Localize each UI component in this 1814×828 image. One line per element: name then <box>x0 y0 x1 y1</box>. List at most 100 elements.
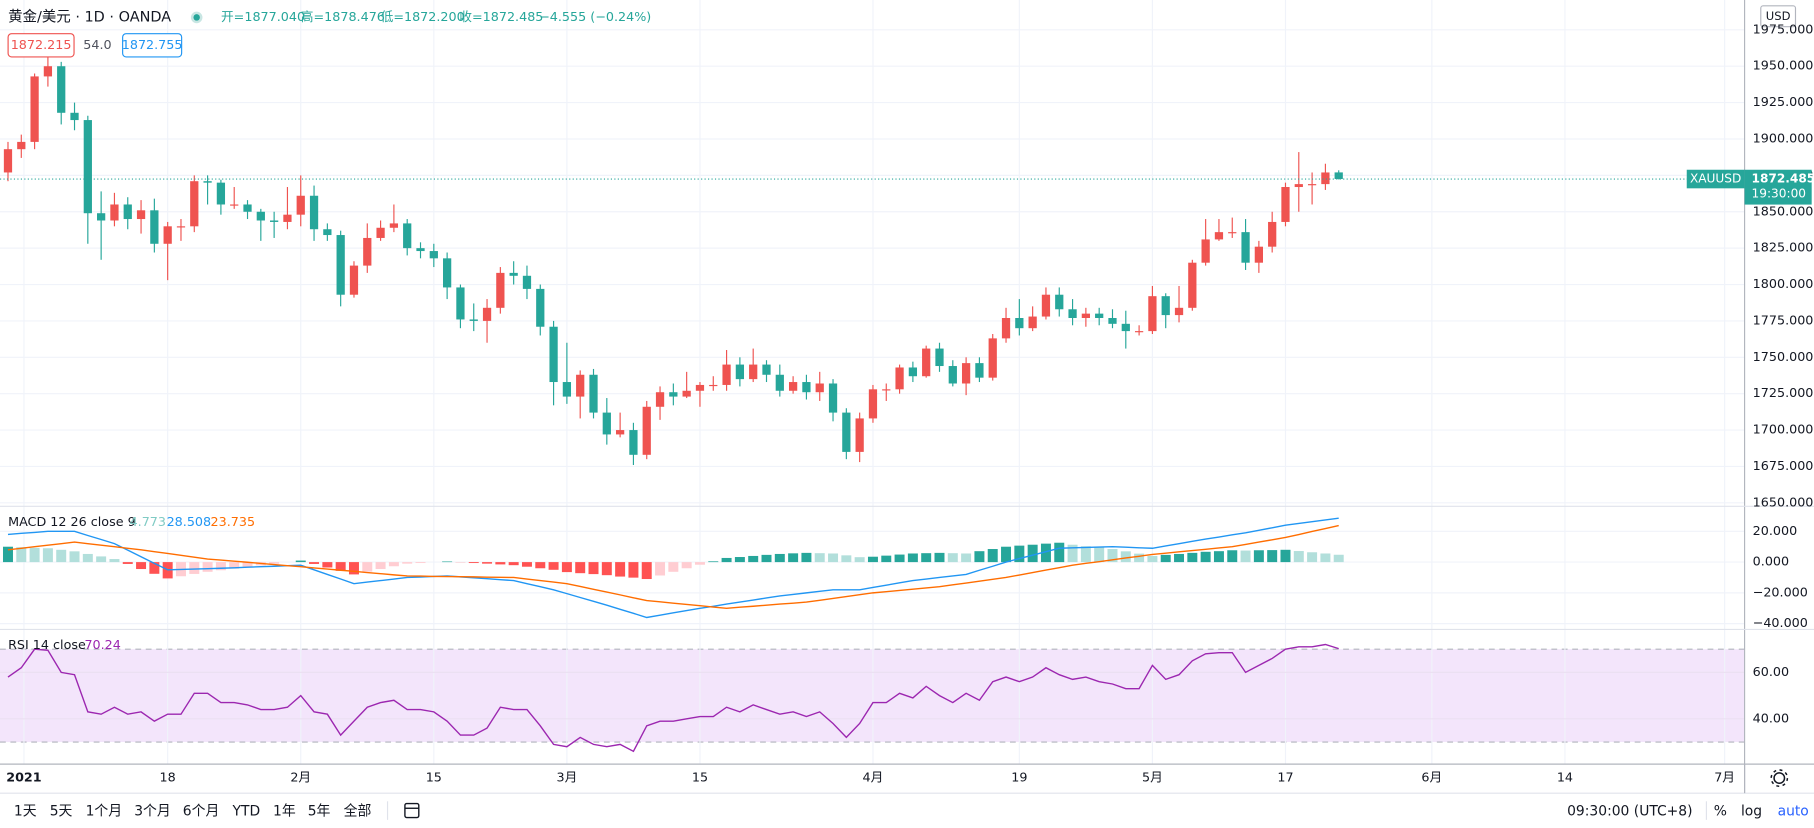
candle-body <box>442 258 452 288</box>
y-tick-label: 1775.000 <box>1753 313 1814 328</box>
candle-body <box>908 367 918 377</box>
timezone[interactable]: 09:30:00 (UTC+8) <box>1567 804 1692 820</box>
candle-body <box>429 251 438 259</box>
range-button[interactable]: 5年 <box>308 804 331 820</box>
buy-price[interactable]: 1872.755 <box>122 38 183 53</box>
macd-histogram-bar <box>242 562 253 568</box>
macd-histogram-bar <box>122 562 133 564</box>
rsi-band <box>0 649 1745 743</box>
candle-body <box>416 248 425 252</box>
y-tick-label: 1800.000 <box>1753 277 1814 292</box>
x-tick-label: 17 <box>1277 771 1293 786</box>
candle-body <box>190 181 199 227</box>
candle-body <box>349 265 359 295</box>
candle-body <box>1028 316 1037 329</box>
macd-histogram-bar <box>269 562 280 564</box>
macd-histogram-bar <box>16 547 27 563</box>
sell-price[interactable]: 1872.215 <box>11 38 72 53</box>
candle-body <box>536 288 545 327</box>
range-button[interactable]: 5天 <box>50 804 73 820</box>
candle-body <box>1321 172 1330 185</box>
candle-body <box>17 141 26 150</box>
macd-histogram-bar <box>1054 542 1065 563</box>
macd-tick-label: −40.000 <box>1753 616 1808 631</box>
sell-box[interactable] <box>7 33 75 58</box>
macd-histogram-bar <box>1320 553 1331 563</box>
candle-body <box>562 382 572 397</box>
macd-histogram-bar <box>1307 552 1318 563</box>
candle-body <box>1055 294 1064 310</box>
candle-body <box>97 213 106 221</box>
candle-body <box>403 223 412 249</box>
macd-histogram-bar <box>828 553 839 563</box>
macd-histogram-bar <box>202 562 213 572</box>
candle-body <box>722 364 731 385</box>
candle-body <box>1201 239 1210 263</box>
x-tick-label: 2021 <box>6 771 41 786</box>
x-tick-label: 7月 <box>1714 771 1735 786</box>
macd-histogram-bar <box>947 553 958 563</box>
macd-histogram-bar <box>961 553 972 563</box>
gear[interactable] <box>1773 772 1786 785</box>
range-button[interactable]: 1年 <box>273 804 296 820</box>
ohlc-close: 收=1872.485 <box>459 10 543 25</box>
x-tick-label: 3月 <box>556 771 577 786</box>
macd-histogram-bar <box>841 555 852 563</box>
candle-body <box>336 235 345 295</box>
macd-histogram-bar <box>1333 554 1344 563</box>
macd-histogram-bar <box>1213 551 1224 563</box>
candle-body <box>1068 309 1077 318</box>
macd-histogram-bar <box>348 562 359 575</box>
candle-body <box>110 204 119 221</box>
macd-histogram-bar <box>881 555 892 563</box>
candle-body <box>1108 317 1117 324</box>
range-button[interactable]: 6个月 <box>183 804 220 820</box>
candle-body <box>895 367 904 390</box>
macd-histogram-bar <box>2 546 13 563</box>
range-button[interactable]: 1天 <box>14 804 37 820</box>
x-tick-label: 19 <box>1011 771 1027 786</box>
settings-icon[interactable] <box>1770 769 1789 787</box>
scale-option[interactable]: auto <box>1778 804 1809 820</box>
candle-body <box>1001 317 1011 339</box>
date-range-icon[interactable] <box>404 802 420 819</box>
macd-histogram-bar <box>1280 549 1291 563</box>
range-button[interactable]: YTD <box>232 804 261 820</box>
macd-histogram-bar <box>415 562 426 564</box>
last-price: 1872.485 <box>1752 172 1814 186</box>
candle-body <box>815 383 824 393</box>
x-tick-label: 5月 <box>1142 771 1163 786</box>
scale-option[interactable]: % <box>1714 804 1727 820</box>
range-button[interactable]: 全部 <box>344 803 372 820</box>
range-button[interactable]: 1个月 <box>86 804 123 820</box>
candle-body <box>123 204 132 220</box>
candle-body <box>270 220 279 222</box>
macd-histogram-bar <box>1187 552 1198 563</box>
range-button[interactable]: 3个月 <box>134 804 171 820</box>
scale-option[interactable]: log <box>1741 804 1762 820</box>
x-tick-label: 2月 <box>290 771 311 786</box>
macd-histogram-bar <box>761 554 772 563</box>
macd-histogram-bar <box>56 549 67 563</box>
candle-body <box>1188 262 1197 308</box>
rsi-value: 70.24 <box>84 638 120 653</box>
candle-body <box>230 204 239 206</box>
candle-body <box>163 226 172 244</box>
currency[interactable]: USD <box>1766 9 1791 23</box>
calendar-icon[interactable] <box>404 802 420 819</box>
macd-histogram-bar <box>894 554 905 563</box>
currency-box[interactable] <box>1760 5 1797 28</box>
candle-body <box>629 430 638 455</box>
macd-signal-value: 23.735 <box>211 515 256 530</box>
buy-box[interactable] <box>122 33 183 58</box>
rsi-title: RSI 14 close <box>8 638 86 653</box>
macd-histogram-bar <box>801 552 812 563</box>
candle-body <box>1214 232 1224 240</box>
candle-body <box>1334 172 1343 180</box>
gear-teeth[interactable] <box>1770 769 1789 787</box>
macd-histogram-bar <box>1240 550 1251 563</box>
candle-body <box>961 363 971 384</box>
candle-body <box>482 307 492 321</box>
candle-body <box>283 214 292 222</box>
